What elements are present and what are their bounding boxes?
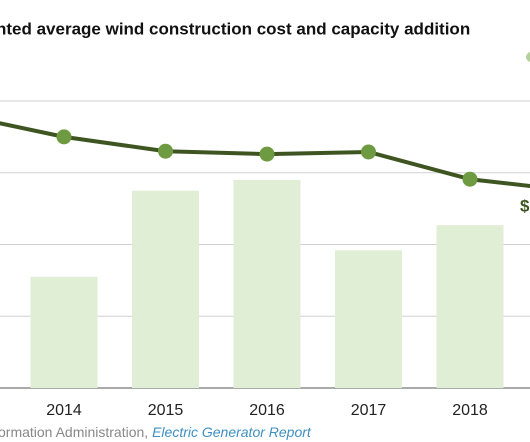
- marker: [361, 144, 376, 160]
- marker: [158, 143, 173, 159]
- bar: [233, 179, 301, 388]
- x-tick-label: 2016: [249, 402, 285, 419]
- marker: [56, 129, 72, 145]
- x-tick-label: 2017: [351, 402, 387, 419]
- marker: [462, 171, 478, 187]
- x-tick-label: 2015: [148, 402, 184, 419]
- annotation: $: [520, 196, 530, 215]
- bar: [132, 190, 199, 388]
- x-tick-label: 2018: [452, 402, 488, 419]
- source-text: ormation Administration,: [0, 424, 152, 440]
- x-tick-label: 2014: [46, 402, 82, 419]
- source: ormation Administration, Electric Genera…: [0, 424, 312, 440]
- legend-marker: [526, 52, 530, 62]
- source-link[interactable]: Electric Generator Report: [152, 424, 312, 440]
- plot: 2014 2015 2016 2017 2018 $: [0, 100, 530, 419]
- bar: [30, 276, 98, 388]
- marker: [259, 146, 275, 162]
- bar: [335, 250, 402, 388]
- bar: [436, 225, 504, 388]
- chart-title: nted average wind construction cost and …: [0, 19, 470, 38]
